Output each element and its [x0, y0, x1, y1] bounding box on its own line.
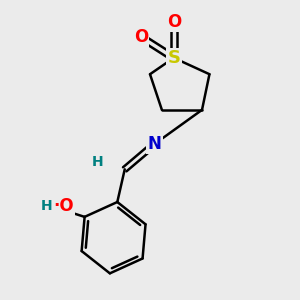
Text: H: H	[92, 155, 104, 169]
Text: S: S	[167, 49, 180, 67]
Text: H: H	[40, 200, 52, 214]
Text: O: O	[167, 13, 181, 31]
Text: O: O	[134, 28, 148, 46]
Text: N: N	[148, 135, 161, 153]
Text: ·O: ·O	[53, 197, 74, 215]
